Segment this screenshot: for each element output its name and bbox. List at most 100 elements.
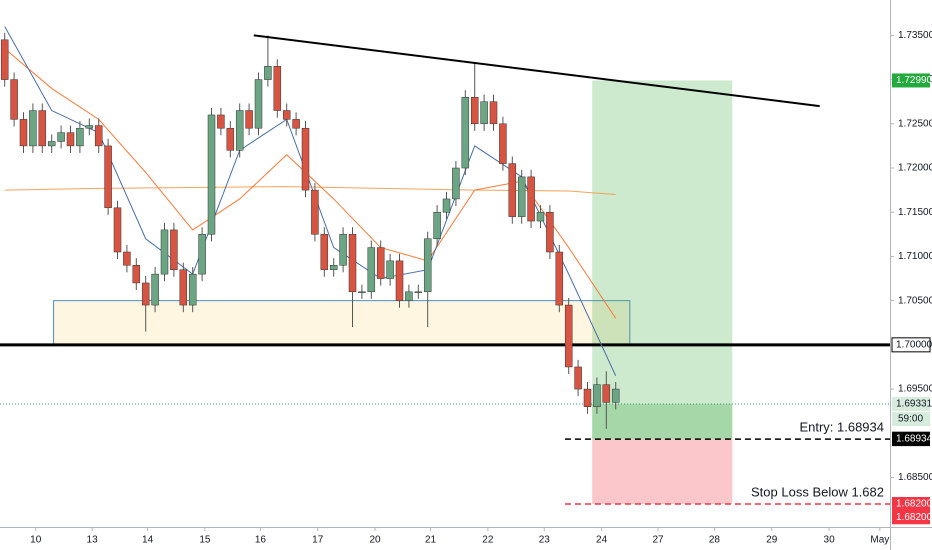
candle-body <box>386 260 394 279</box>
x-tick-label: May <box>870 535 889 546</box>
candle-body <box>339 234 347 266</box>
entry-label: Entry: 1.68934 <box>799 420 884 435</box>
price-tag-label: 1.70000 <box>896 339 932 350</box>
candle-body <box>0 39 9 80</box>
candle-body <box>188 273 197 306</box>
stop-box <box>592 439 733 505</box>
x-tick-label: 24 <box>596 535 608 546</box>
candle-body <box>395 260 404 301</box>
candle-body <box>480 101 488 125</box>
price-tag <box>892 73 930 88</box>
y-tick-label: 1.72500 <box>898 118 932 129</box>
candle-body <box>254 79 263 129</box>
candle-body <box>76 127 84 147</box>
candle-body <box>470 97 479 125</box>
candle-body <box>66 132 75 147</box>
candle-body <box>38 110 47 147</box>
candle-body <box>489 101 498 125</box>
stop-label: Stop Loss Below 1.682 <box>751 484 884 499</box>
candle-body <box>47 141 56 147</box>
candle-body <box>113 207 122 253</box>
price-axis <box>890 0 932 550</box>
candle-body <box>160 229 169 275</box>
candle-body <box>282 110 291 120</box>
candle-body <box>19 119 28 147</box>
candle-body <box>602 384 611 403</box>
x-tick-label: 15 <box>199 535 211 546</box>
x-tick-label: 27 <box>652 535 664 546</box>
candle-body <box>536 211 545 222</box>
candle-body <box>235 110 244 151</box>
y-tick-label: 1.71500 <box>898 207 932 218</box>
price-tag-label: 1.68200 <box>896 499 932 510</box>
price-tag <box>892 497 930 512</box>
price-tag <box>892 510 930 525</box>
candle-body <box>226 127 235 151</box>
candle-body <box>423 238 432 293</box>
price-tag-label: 1.69331 <box>896 399 932 410</box>
x-tick-label: 10 <box>30 535 42 546</box>
candle-body <box>179 269 188 306</box>
candle-body <box>104 145 112 209</box>
target-box <box>592 80 733 440</box>
x-tick-label: 14 <box>142 535 154 546</box>
x-tick-label: 22 <box>482 535 494 546</box>
price-tag-label: 1.72990 <box>896 75 932 86</box>
candle-body <box>611 388 620 403</box>
candle-body <box>593 384 601 407</box>
x-tick-label: 23 <box>539 535 551 546</box>
y-tick-label: 1.69500 <box>898 384 932 395</box>
trendline <box>253 34 820 108</box>
candle-body <box>264 66 272 80</box>
candle-body <box>564 304 573 368</box>
candle-body <box>292 119 300 129</box>
candle-body <box>517 176 526 217</box>
price-tag <box>892 432 930 447</box>
y-tick-label: 1.70500 <box>898 295 932 306</box>
candle-body <box>85 125 94 129</box>
countdown-tag <box>892 412 930 427</box>
candle-body <box>273 66 282 111</box>
countdown: 59:00 <box>898 414 923 425</box>
candle-body <box>414 291 423 294</box>
candle-body <box>499 123 507 164</box>
candle-body <box>452 167 460 200</box>
candle-body <box>217 114 225 129</box>
candle-body <box>555 251 564 306</box>
moving-average <box>4 186 616 196</box>
candle-body <box>141 282 150 306</box>
candle-body <box>358 291 366 294</box>
candle-body <box>348 234 357 293</box>
candle-body <box>245 110 253 129</box>
zone <box>53 300 631 346</box>
candle-body <box>311 189 319 235</box>
candle-body <box>207 114 216 235</box>
candle-body <box>583 388 592 407</box>
candle-body <box>433 211 441 239</box>
candle-body <box>198 234 206 275</box>
candle-body <box>170 229 178 270</box>
x-tick-label: 17 <box>312 535 324 546</box>
y-tick-label: 1.73500 <box>898 30 932 41</box>
candle-body <box>329 265 338 270</box>
candle-body <box>10 79 18 120</box>
candle-body <box>29 110 37 147</box>
x-tick-label: 21 <box>425 535 437 546</box>
candle-body <box>376 247 385 279</box>
candle-body <box>301 127 310 191</box>
y-tick-label: 1.72000 <box>898 163 932 174</box>
y-tick-label: 1.68500 <box>898 472 932 483</box>
candle-body <box>320 234 329 270</box>
candle-body <box>527 176 535 222</box>
price-tag-label: 1.68200 <box>896 512 932 523</box>
price-tag <box>892 397 930 412</box>
candle-body <box>57 132 65 142</box>
candle-body <box>574 366 582 390</box>
candle-body <box>442 198 451 213</box>
x-tick-label: 28 <box>709 535 721 546</box>
candle-body <box>367 247 376 293</box>
candle-body <box>546 211 554 253</box>
price-tag <box>891 337 931 353</box>
candle-body <box>151 273 159 306</box>
